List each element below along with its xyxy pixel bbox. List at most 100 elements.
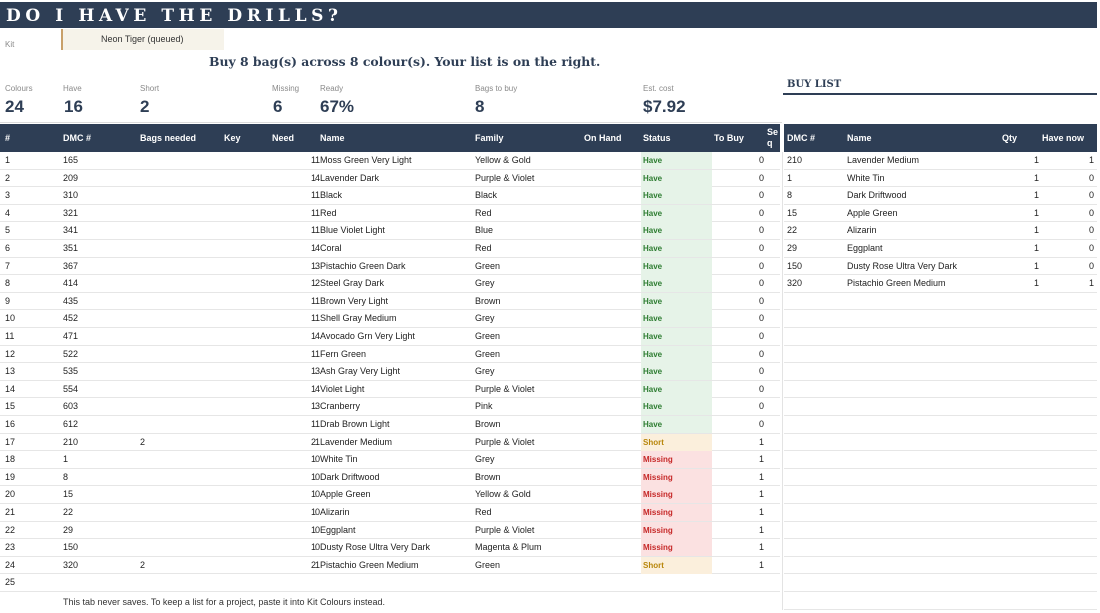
kpi-have-value: 16 [64,97,83,116]
table-row[interactable]: 8 414 1 Steel Gray Dark Grey 2 0 Have [0,275,780,293]
status-badge: Have [643,226,663,236]
cell-to-buy: 0 [758,207,764,218]
header-need[interactable]: Need [272,133,295,143]
table-row[interactable]: 10 452 1 Shell Gray Medium Grey 1 0 Have [0,310,780,328]
status-highlight [641,433,712,451]
cell-on-hand: 0 [314,542,320,553]
kpi-colours-value: 24 [5,97,24,116]
buy-cell-have-now: 1 [1088,155,1094,165]
cell-dmc: 612 [63,419,79,429]
buy-list-row[interactable]: 150 Dusty Rose Ultra Very Dark 1 0 [784,258,1097,276]
cell-to-buy: 0 [758,278,764,289]
cell-num: 19 [5,471,16,482]
buy-list-empty-row [784,504,1097,522]
cell-on-hand: 1 [314,207,320,218]
header-on-hand[interactable]: On Hand [584,133,622,143]
table-row[interactable]: 5 341 1 Blue Violet Light Blue 1 0 Have [0,222,780,240]
buy-list-row[interactable]: 8 Dark Driftwood 1 0 [784,187,1097,205]
table-row[interactable]: 25 [0,574,780,592]
buy-list-row[interactable]: 29 Eggplant 1 0 [784,240,1097,258]
cell-family: Green [475,559,501,570]
header-family[interactable]: Family [475,133,504,143]
buy-list-empty-row [784,522,1097,540]
status-badge: Have [643,279,663,289]
header-key[interactable]: Key [224,133,241,143]
table-row[interactable]: 15 603 1 Cranberry Pink 3 0 Have [0,398,780,416]
cell-num: 14 [5,383,16,394]
buy-list-row[interactable]: 320 Pistachio Green Medium 1 1 [784,275,1097,293]
cell-family: Grey [475,313,495,324]
buy-cell-qty: 1 [1033,225,1039,236]
cell-dmc: 1 [63,454,69,465]
kit-selector[interactable]: Neon Tiger (queued) [61,29,224,50]
header-bags-needed[interactable]: Bags needed [140,133,197,143]
buy-cell-qty: 1 [1033,260,1039,271]
cell-on-hand: 4 [314,172,320,183]
cell-dmc: 8 [63,471,69,482]
cell-need: 1 [310,454,316,465]
table-row[interactable]: 2 209 1 Lavender Dark Purple & Violet 4 0 Have [0,169,780,188]
table-row[interactable]: 18 1 1 White Tin Grey 0 1 Missing [0,451,780,469]
cell-family: Purple & Violet [475,436,535,447]
table-row[interactable]: 23 150 1 Dusty Rose Ultra Very Dark Magenta … [0,539,780,557]
table-row[interactable]: 11 471 1 Avocado Grn Very Light Green 4 0 Have [0,328,780,346]
header-to-buy[interactable]: To Buy [714,133,744,143]
table-row[interactable]: 1 165 1 Moss Green Very Light Yellow & Gold 1… [0,152,780,170]
cell-family: Magenta & Plum [475,542,542,553]
buy-list-row[interactable]: 1 White Tin 1 0 [784,170,1097,188]
status-badge: Have [643,296,663,306]
header-dmc[interactable]: DMC # [63,133,92,143]
cell-num: 7 [5,260,11,271]
table-row[interactable]: 12 522 1 Fern Green Green 1 0 Have [0,345,780,364]
buy-list-row[interactable]: 210 Lavender Medium 1 1 [784,152,1097,170]
header-status[interactable]: Status [643,133,671,143]
buy-header-dmc[interactable]: DMC # [787,133,816,143]
table-row[interactable]: 7 367 1 Pistachio Green Dark Green 3 0 Have [0,257,780,276]
cell-num: 4 [5,207,11,218]
cell-name: Brown Very Light [320,295,389,306]
header-name[interactable]: Name [320,133,345,143]
table-row[interactable]: 24 320 2 2 Pistachio Green Medium Green 1 1 Shor… [0,556,780,575]
cell-need: 1 [310,383,316,394]
table-row[interactable]: 14 554 1 Violet Light Purple & Violet 4 0 Have [0,380,780,399]
cell-num: 15 [5,401,16,412]
buy-cell-dmc: 15 [787,207,798,218]
cell-need: 1 [310,172,316,183]
cell-to-buy: 0 [758,401,764,412]
buy-header-name[interactable]: Name [847,133,872,143]
table-row[interactable]: 6 351 1 Coral Red 4 0 Have [0,240,780,258]
cell-need: 1 [310,401,316,412]
table-row[interactable]: 20 15 1 Apple Green Yellow & Gold 0 1 Missing [0,486,780,504]
cell-name: Steel Gray Dark [320,278,385,289]
status-badge: Have [643,173,663,183]
table-row[interactable]: 16 612 1 Drab Brown Light Brown 1 0 Have [0,416,780,434]
buy-list-row[interactable]: 15 Apple Green 1 0 [784,205,1097,223]
table-row[interactable]: 22 29 1 Eggplant Purple & Violet 0 1 Missing [0,521,780,540]
buy-list-empty-row [784,310,1097,328]
kpi-short-label: Short [140,84,160,93]
header-num[interactable]: # [5,133,11,143]
kpi-missing-label: Missing [272,84,300,93]
cell-on-hand: 0 [314,454,320,465]
cell-bags-needed: 2 [140,559,146,570]
table-row[interactable]: 13 535 1 Ash Gray Very Light Grey 3 0 Have [0,363,780,381]
cell-need: 1 [310,295,316,306]
table-row[interactable]: 3 310 1 Black Black 1 0 Have [0,187,780,205]
cell-name: Apple Green [320,489,371,500]
summary-text: Buy 8 bag(s) across 8 colour(s). Your li… [209,54,601,69]
table-row[interactable]: 9 435 1 Brown Very Light Brown 1 0 Have [0,292,780,311]
cell-family: Purple & Violet [475,172,535,183]
cell-need: 1 [310,331,316,341]
buy-header-qty[interactable]: Qty [1002,133,1018,143]
cell-need: 1 [310,190,316,201]
table-row[interactable]: 4 321 1 Red Red 1 0 Have [0,204,780,223]
buy-header-have-now[interactable]: Have now [1042,133,1085,143]
cell-name: Shell Gray Medium [320,313,397,324]
buy-list-row[interactable]: 22 Alizarin 1 0 [784,222,1097,240]
cell-on-hand: 1 [314,295,320,306]
status-badge: Missing [643,543,673,553]
header-seq[interactable]: Se q [767,127,779,148]
table-row[interactable]: 17 210 2 2 Lavender Medium Purple & Violet 1 1 S… [0,433,780,452]
table-row[interactable]: 19 8 1 Dark Driftwood Brown 0 1 Missing [0,468,780,487]
table-row[interactable]: 21 22 1 Alizarin Red 0 1 Missing [0,504,780,522]
